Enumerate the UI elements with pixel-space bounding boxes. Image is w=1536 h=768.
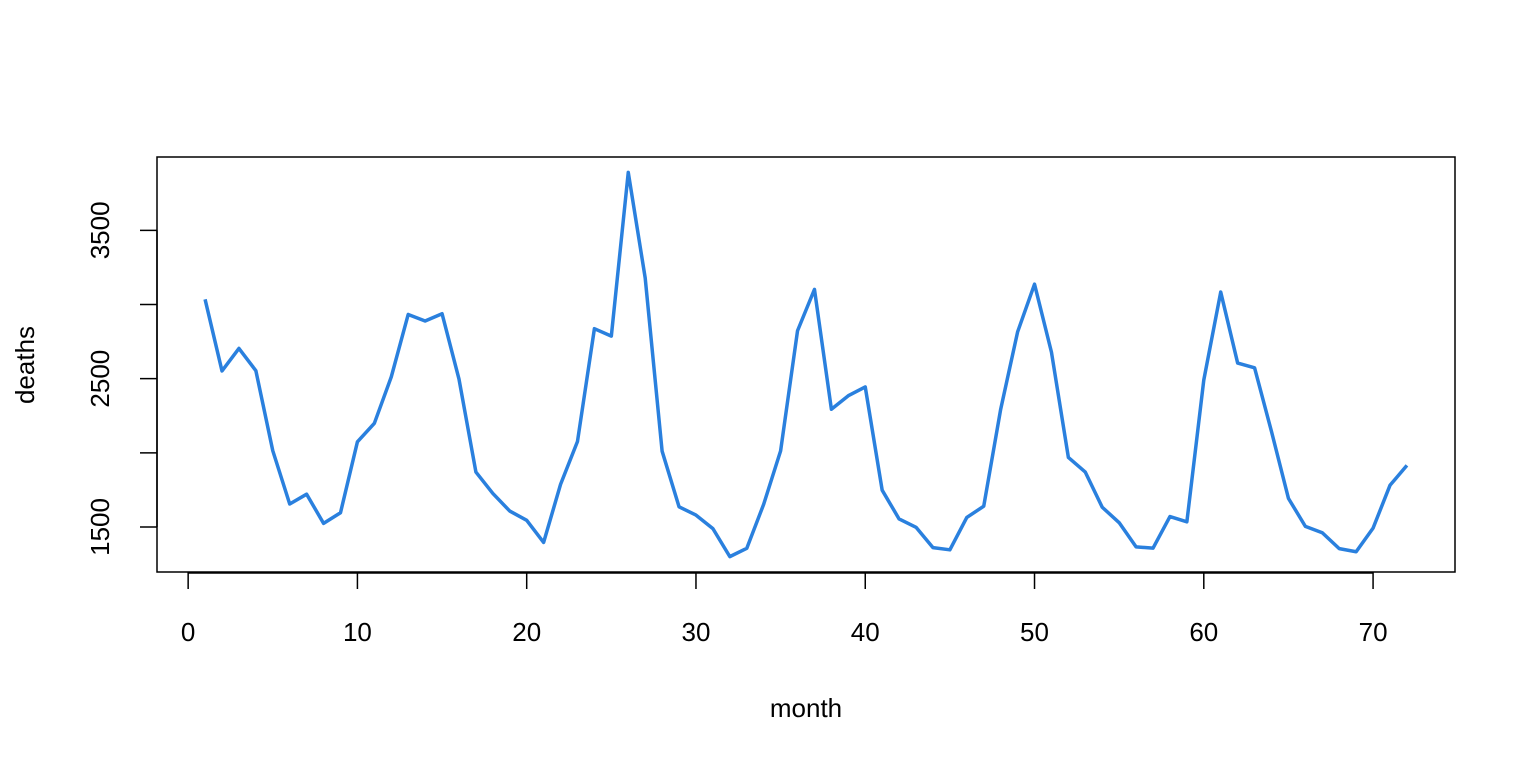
x-tick-label: 50: [1020, 617, 1049, 647]
y-tick-label: 1500: [85, 498, 115, 556]
plot-frame: [156, 156, 1456, 573]
data-line: [203, 170, 1409, 559]
x-tick-label: 30: [682, 617, 711, 647]
x-tick-label: 10: [343, 617, 372, 647]
x-tick-label: 0: [181, 617, 195, 647]
x-tick-label: 60: [1189, 617, 1218, 647]
x-axis-label: month: [770, 693, 842, 723]
x-tick-label: 20: [512, 617, 541, 647]
y-tick-label: 3500: [85, 201, 115, 259]
y-tick-label: 2500: [85, 350, 115, 408]
x-tick-label: 70: [1359, 617, 1388, 647]
x-tick-label: 40: [851, 617, 880, 647]
y-axis-label: deaths: [10, 326, 40, 404]
